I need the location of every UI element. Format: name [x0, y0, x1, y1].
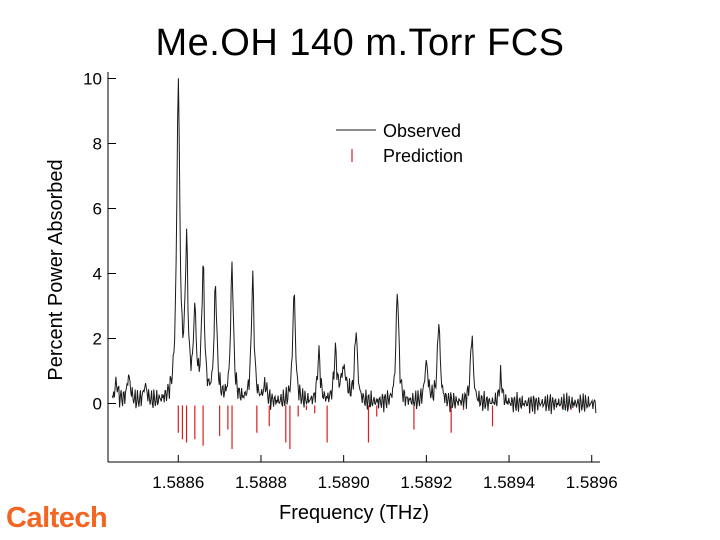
x-axis-label: Frequency (THz) — [279, 502, 429, 524]
y-tick-label: 6 — [93, 200, 102, 219]
x-axis: 1.5886 1.5888 1.5890 1.5892 1.5894 1.5896 — [108, 455, 618, 492]
y-tick-label: 4 — [93, 265, 102, 284]
y-axis-label: Percent Power Absorbed — [45, 159, 67, 380]
y-axis: 0 2 4 6 8 10 — [83, 70, 116, 462]
x-tick-label: 1.5892 — [400, 473, 452, 492]
observed-series-line — [111, 78, 597, 415]
y-tick-label: 10 — [83, 70, 102, 89]
y-tick-label: 8 — [93, 135, 102, 154]
y-tick-label: 0 — [93, 395, 102, 414]
caltech-logo: Caltech — [6, 502, 108, 534]
slide-title: Me.OH 140 m.Torr FCS — [155, 22, 565, 64]
y-ticks: 0 2 4 6 8 10 — [83, 70, 116, 414]
x-tick-label: 1.5886 — [152, 473, 204, 492]
x-tick-label: 1.5890 — [318, 473, 370, 492]
legend-prediction-label: Prediction — [383, 146, 463, 166]
x-tick-label: 1.5896 — [566, 473, 618, 492]
x-tick-label: 1.5894 — [483, 473, 535, 492]
legend: Observed Prediction — [336, 121, 463, 166]
prediction-series — [177, 405, 572, 449]
legend-observed-label: Observed — [383, 121, 461, 141]
x-tick-label: 1.5888 — [235, 473, 287, 492]
y-tick-label: 2 — [93, 330, 102, 349]
x-ticks: 1.5886 1.5888 1.5890 1.5892 1.5894 1.5896 — [152, 455, 618, 492]
